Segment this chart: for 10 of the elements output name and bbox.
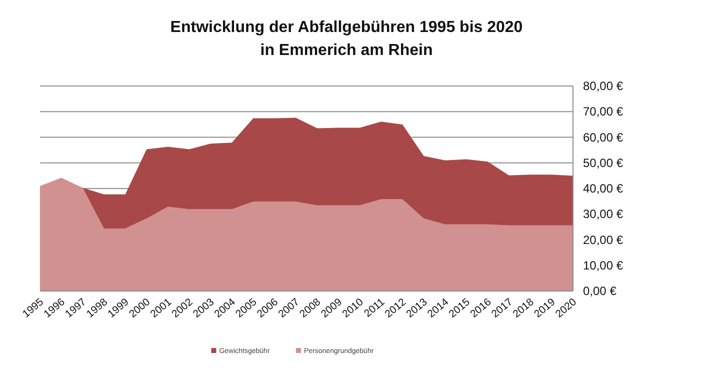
y-tick-label: 70,00 € xyxy=(583,104,624,119)
y-tick-label: 60,00 € xyxy=(583,130,624,144)
y-tick-label: 30,00 € xyxy=(583,207,624,222)
chart-title: Entwicklung der Abfallgebühren 1995 bis 2020 in Emmerich am Rhein xyxy=(170,19,523,59)
y-tick-label: 40,00 € xyxy=(583,182,624,196)
y-tick-label: 50,00 € xyxy=(583,156,624,170)
y-tick-label: 0,00 € xyxy=(583,284,617,298)
y-tick-label: 80,00 € xyxy=(583,79,624,93)
y-tick-label: 10,00 € xyxy=(583,258,624,272)
y-tick-label: 20,00 € xyxy=(583,232,624,247)
